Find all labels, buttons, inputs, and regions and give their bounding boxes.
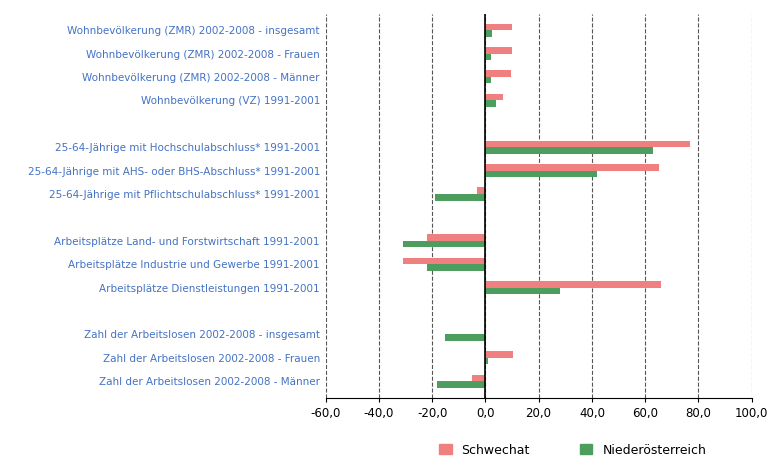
Bar	[477, 187, 485, 194]
Bar	[435, 194, 485, 201]
Bar	[437, 381, 485, 388]
Bar	[485, 30, 492, 37]
Bar	[485, 287, 560, 294]
Bar	[485, 141, 691, 147]
Bar	[485, 351, 513, 358]
Bar	[485, 101, 496, 107]
Bar	[485, 94, 503, 101]
Bar	[485, 47, 512, 53]
Bar	[485, 170, 598, 177]
Bar	[485, 53, 491, 60]
Bar	[427, 234, 485, 241]
Legend: Schwechat, Niederösterreich: Schwechat, Niederösterreich	[439, 444, 706, 457]
Bar	[485, 24, 512, 30]
Bar	[485, 77, 491, 84]
Bar	[403, 241, 485, 247]
Bar	[485, 358, 488, 364]
Bar	[472, 375, 485, 381]
Bar	[485, 281, 661, 287]
Bar	[446, 335, 485, 341]
Bar	[485, 70, 511, 77]
Bar	[485, 164, 659, 170]
Bar	[485, 147, 653, 154]
Bar	[427, 264, 485, 271]
Bar	[403, 258, 485, 264]
